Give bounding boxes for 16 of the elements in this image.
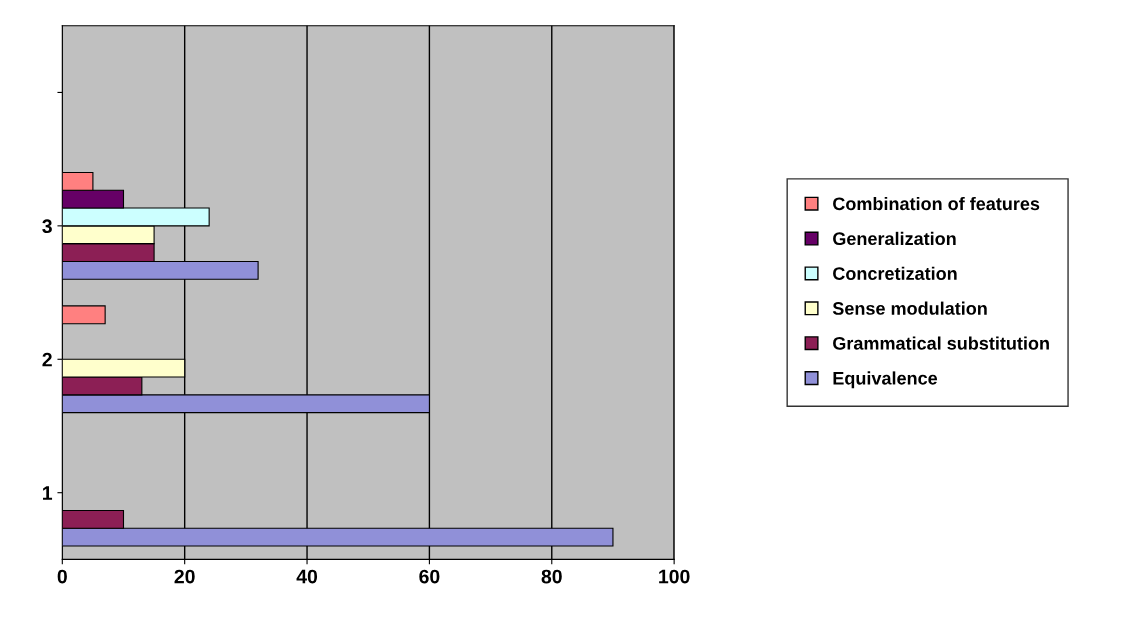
x-tick-label: 80 bbox=[541, 569, 562, 584]
bar bbox=[62, 305, 106, 325]
x-tick-label: 40 bbox=[296, 569, 318, 584]
legend-label: Equivalence bbox=[833, 371, 938, 389]
y-tick-label: 3 bbox=[42, 219, 52, 234]
legend-label: Generalization bbox=[833, 231, 956, 246]
x-tick-label: 0 bbox=[57, 569, 67, 584]
legend-label: Sense modulation bbox=[832, 301, 987, 315]
legend-label: Grammatical substitution bbox=[833, 336, 1049, 350]
x-tick-label: 100 bbox=[659, 569, 690, 584]
legend-label: Concretization bbox=[833, 266, 957, 280]
y-tick-label: 2 bbox=[42, 352, 52, 367]
x-tick-label: 60 bbox=[419, 569, 440, 584]
x-tick-label: 20 bbox=[174, 569, 195, 584]
legend-label: Combination of features bbox=[833, 196, 1040, 211]
y-tick-label: 1 bbox=[43, 486, 53, 500]
